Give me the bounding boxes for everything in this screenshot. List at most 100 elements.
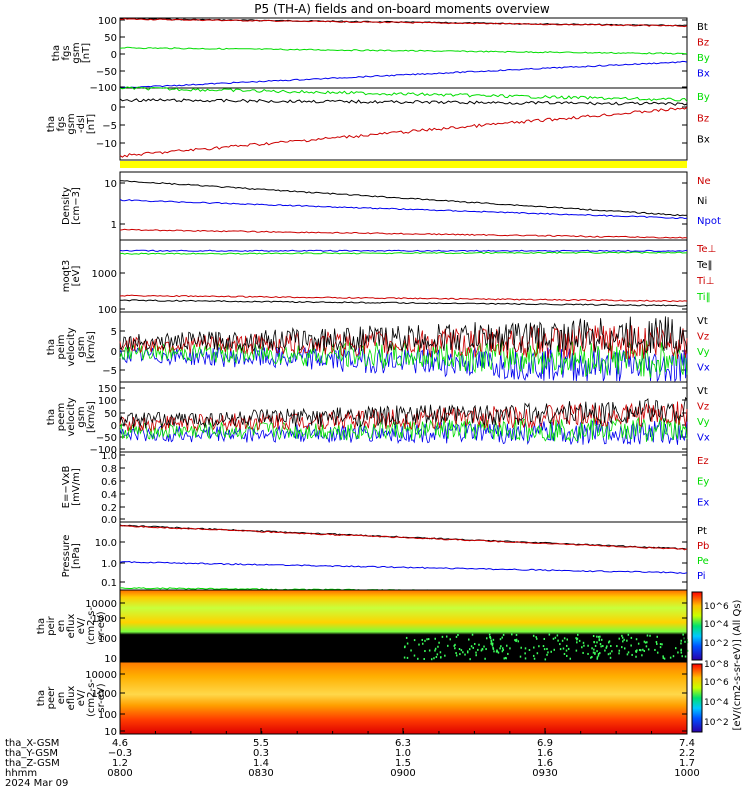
speckle xyxy=(485,637,488,640)
y-tick-label: 0.4 xyxy=(101,490,117,501)
speckle xyxy=(403,656,406,659)
speckle xyxy=(434,649,436,652)
speckle xyxy=(680,649,682,652)
speckle xyxy=(686,649,689,652)
speckle xyxy=(406,642,409,645)
quality-flag-bar xyxy=(120,161,687,168)
speckle xyxy=(470,645,473,648)
colorbar: 10^6 10^4 10^2 10^8 10^6 10^4 10^2 [eV/(cm2-s-s… xyxy=(691,591,743,733)
series-Bx xyxy=(119,98,688,106)
legend-Vy: Vy xyxy=(697,347,710,358)
speckle xyxy=(672,655,675,658)
legend-Ez: Ez xyxy=(697,456,709,467)
x-row-value: 1.7 xyxy=(679,758,695,769)
colorbar-ion xyxy=(691,591,703,661)
y-axis-label: Density xyxy=(61,187,72,225)
y-axis-label: tha xyxy=(36,690,47,706)
speckle xyxy=(643,640,646,643)
speckle xyxy=(434,647,437,650)
speckle xyxy=(583,644,585,647)
speckle xyxy=(609,652,612,655)
speckle xyxy=(418,643,420,646)
speckle xyxy=(587,644,589,647)
speckle xyxy=(524,647,527,650)
electron-velocity-frame xyxy=(119,381,688,453)
speckle xyxy=(663,657,666,660)
speckle xyxy=(424,639,426,642)
y-axis-label: peir xyxy=(46,615,57,635)
speckle xyxy=(535,637,538,640)
speckle xyxy=(436,653,439,656)
speckle xyxy=(417,657,419,660)
colorbar-label: [eV/(cm2-s-sr-eV)] (All Qs) xyxy=(732,599,743,730)
speckle xyxy=(662,656,665,659)
y-axis-label: eflux xyxy=(66,614,77,639)
speckle xyxy=(455,654,458,657)
speckle xyxy=(543,648,546,651)
y-axis-label: tha xyxy=(46,409,57,425)
y-axis-label: [eV] xyxy=(71,266,82,287)
y-axis-label: (cm2-s- xyxy=(86,679,97,717)
y-axis-label: eV/ xyxy=(76,617,87,634)
speckle xyxy=(493,650,495,653)
speckle xyxy=(592,635,595,638)
y-axis-label: sr-eV) xyxy=(96,683,107,712)
density-frame xyxy=(119,171,688,241)
speckle xyxy=(575,637,577,640)
speckle xyxy=(682,633,684,636)
x-row-value: 0800 xyxy=(107,768,132,779)
x-row-value: 1.5 xyxy=(395,758,411,769)
speckle xyxy=(644,641,647,644)
legend-Pt: Pt xyxy=(697,526,707,537)
speckle xyxy=(566,638,569,641)
speckle xyxy=(559,643,561,646)
speckle xyxy=(635,638,638,641)
speckle xyxy=(484,657,486,660)
speckle xyxy=(656,642,658,645)
speckle xyxy=(544,658,547,661)
speckle xyxy=(608,640,611,643)
y-axis-label: moqt3 xyxy=(61,260,72,293)
speckle xyxy=(424,650,426,653)
speckle xyxy=(520,646,522,649)
y-axis-label: [mV/m] xyxy=(71,468,82,506)
speckle xyxy=(483,645,485,648)
y-axis-label: eV/ xyxy=(76,689,87,706)
series-Te⊥ xyxy=(119,249,688,252)
y-tick-label: 150 xyxy=(98,384,117,395)
x-row-value: 7.4 xyxy=(679,738,695,749)
speckle xyxy=(500,645,502,648)
speckle xyxy=(669,656,672,659)
speckle xyxy=(593,641,596,644)
x-row-label: tha_X-GSM xyxy=(5,738,59,749)
panel-efield: 1.0 0.8 0.6 0.4 0.20.0 E=−VxB [mV/m] Ez Ey Ex xyxy=(61,451,709,526)
legend-Bz: Bz xyxy=(697,113,709,124)
speckle xyxy=(499,638,502,641)
speckle xyxy=(596,657,599,660)
speckle xyxy=(490,639,492,642)
legend-By: By xyxy=(697,53,710,64)
speckle xyxy=(596,635,598,638)
colorbar-tick: 10^8 xyxy=(704,660,729,670)
speckle xyxy=(599,643,602,646)
legend-Pi: Pi xyxy=(697,571,706,582)
y-axis-label: tha xyxy=(46,116,57,132)
x-row-value: −0.3 xyxy=(108,748,132,759)
speckle xyxy=(609,656,612,659)
speckle xyxy=(504,656,507,659)
legend-Ne: Ne xyxy=(697,176,711,187)
y-tick-label: −50 xyxy=(96,67,117,78)
ion-spec-spectrogram xyxy=(120,590,687,662)
speckle xyxy=(503,657,505,660)
speckle xyxy=(661,643,663,646)
colorbar-tick: 10^6 xyxy=(704,602,729,612)
y-tick-label: 0.1 xyxy=(101,578,117,589)
legend-Bx: Bx xyxy=(697,135,710,146)
speckle xyxy=(553,648,555,651)
y-tick-label: 100 xyxy=(98,634,117,645)
speckle xyxy=(637,642,640,645)
x-row-value: 5.5 xyxy=(253,738,269,749)
y-axis-label: gsm xyxy=(66,113,77,134)
